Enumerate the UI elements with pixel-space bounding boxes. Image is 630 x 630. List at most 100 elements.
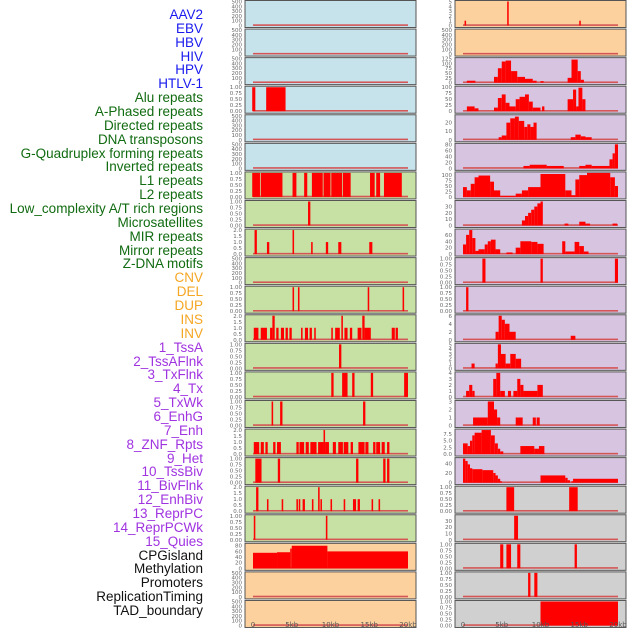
- bar: [542, 106, 545, 112]
- panel-background: [244, 114, 417, 143]
- panel-background: [454, 485, 627, 514]
- y-tick-label: 300: [232, 266, 243, 272]
- y-tick-label: 0.50: [440, 269, 453, 275]
- y-tick-label: 100: [442, 173, 453, 179]
- bar: [297, 287, 300, 312]
- bar: [331, 372, 334, 397]
- y-tick-label: 0.5: [233, 246, 242, 252]
- x-tick-label: 15kb: [571, 621, 589, 629]
- x-tick-label: 5kb: [285, 621, 299, 629]
- track-label: Inverted repeats: [105, 159, 203, 175]
- y-tick-label: 0.0: [233, 509, 242, 515]
- bar: [506, 252, 513, 255]
- bar: [493, 378, 497, 397]
- panel-background: [244, 428, 417, 457]
- bar: [497, 344, 501, 369]
- bar: [569, 487, 578, 512]
- bar: [277, 458, 281, 483]
- bar: [289, 327, 292, 340]
- bar: [378, 499, 381, 512]
- y-tick-label: 20: [445, 471, 452, 477]
- bar: [515, 99, 520, 112]
- y-tick-label: 0: [239, 81, 243, 87]
- bar: [331, 172, 343, 197]
- bar: [292, 287, 295, 312]
- bar: [474, 432, 482, 455]
- y-tick-label: 50: [445, 97, 452, 103]
- y-tick-label: 0.25: [440, 617, 453, 623]
- track-label: CNV: [174, 270, 203, 286]
- bar: [515, 358, 522, 369]
- y-tick-label: 20: [445, 246, 452, 252]
- y-tick-label: 0.75: [230, 405, 243, 411]
- bar: [515, 417, 523, 426]
- y-tick-label: 300: [232, 66, 243, 72]
- panel-background: [244, 142, 417, 171]
- track-panel: 0.000.250.500.751.00: [440, 542, 627, 572]
- y-tick-label: 0: [449, 195, 453, 201]
- y-tick-label: 1.0: [233, 440, 242, 446]
- baseline: [253, 52, 408, 55]
- bar: [391, 327, 395, 340]
- bar: [540, 81, 544, 83]
- y-tick-label: 400: [232, 576, 243, 582]
- bar: [277, 552, 291, 569]
- bar: [343, 499, 346, 512]
- bar: [369, 242, 373, 255]
- bar: [402, 287, 405, 312]
- bar: [532, 80, 537, 83]
- bar: [515, 247, 521, 255]
- y-tick-label: 1.00: [230, 285, 243, 291]
- bar: [356, 458, 359, 483]
- baseline: [463, 24, 618, 26]
- track-panel: 0.000.250.500.751.00: [230, 85, 417, 115]
- y-tick-label: 0: [449, 24, 453, 30]
- y-tick-label: 0.00: [440, 595, 453, 601]
- bar: [373, 442, 376, 455]
- track-label: L2 repeats: [139, 187, 203, 203]
- bar: [253, 515, 256, 540]
- bar: [252, 172, 260, 197]
- y-tick-label: 1.00: [440, 571, 453, 577]
- bar: [467, 464, 470, 483]
- bar: [536, 417, 540, 426]
- y-tick-label: 0: [239, 595, 243, 601]
- bar: [302, 499, 305, 512]
- y-tick-label: 2.0: [233, 228, 242, 234]
- y-tick-label: 0: [239, 166, 243, 172]
- y-tick-label: 2: [449, 330, 453, 336]
- baseline: [253, 281, 408, 284]
- bar: [540, 475, 566, 483]
- bar: [579, 221, 586, 226]
- y-tick-label: 0.50: [230, 183, 243, 189]
- y-tick-label: 0.25: [440, 503, 453, 509]
- track-label: 1_TssA: [158, 339, 203, 355]
- bar: [528, 187, 541, 197]
- bar: [266, 242, 270, 255]
- bar: [497, 478, 501, 483]
- bar: [562, 241, 566, 255]
- track-label: 6_EnhG: [153, 408, 203, 424]
- y-tick-label: 1.0: [233, 326, 242, 332]
- y-tick-label: 0.75: [230, 91, 243, 97]
- bar: [253, 327, 259, 340]
- track-label: DNA transposons: [97, 131, 203, 147]
- bar: [304, 172, 308, 197]
- y-tick-label: 60: [445, 148, 452, 154]
- bar: [537, 243, 544, 255]
- bar: [495, 475, 498, 483]
- track-label: 13_ReprPC: [132, 505, 203, 521]
- bar: [495, 363, 498, 369]
- panel-background: [244, 0, 417, 28]
- track-label: INS: [180, 311, 203, 327]
- y-tick-label: 0.25: [230, 389, 243, 395]
- baseline: [253, 452, 408, 455]
- bar: [565, 251, 575, 255]
